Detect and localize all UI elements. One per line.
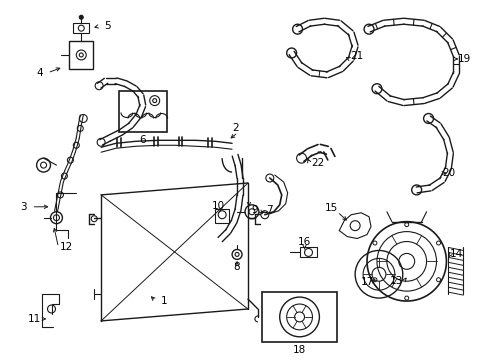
Text: 6: 6: [139, 135, 146, 145]
Bar: [215, 209, 229, 223]
Text: 3: 3: [20, 202, 27, 212]
Text: 4: 4: [36, 68, 43, 78]
Text: 22: 22: [310, 158, 324, 168]
Text: 2: 2: [231, 123, 238, 134]
Bar: [119, 91, 166, 132]
Text: 10: 10: [211, 201, 224, 211]
Bar: [299, 247, 317, 257]
Text: 17: 17: [360, 277, 373, 287]
Text: 8: 8: [233, 262, 240, 272]
Text: 13: 13: [389, 276, 403, 286]
Text: 21: 21: [350, 51, 363, 61]
Bar: [69, 41, 93, 69]
Text: 18: 18: [292, 345, 305, 355]
Text: 15: 15: [324, 203, 337, 213]
Bar: [262, 292, 337, 342]
Text: 14: 14: [449, 249, 462, 260]
Text: 1: 1: [160, 296, 166, 306]
Text: 20: 20: [441, 168, 454, 178]
Text: 19: 19: [457, 54, 470, 64]
Text: 5: 5: [103, 21, 110, 31]
Text: 9: 9: [251, 205, 258, 215]
Bar: [73, 23, 89, 33]
Text: 16: 16: [297, 237, 310, 247]
Text: 12: 12: [60, 243, 73, 252]
Text: 7: 7: [266, 205, 273, 215]
Circle shape: [79, 15, 83, 19]
Text: 11: 11: [28, 314, 41, 324]
